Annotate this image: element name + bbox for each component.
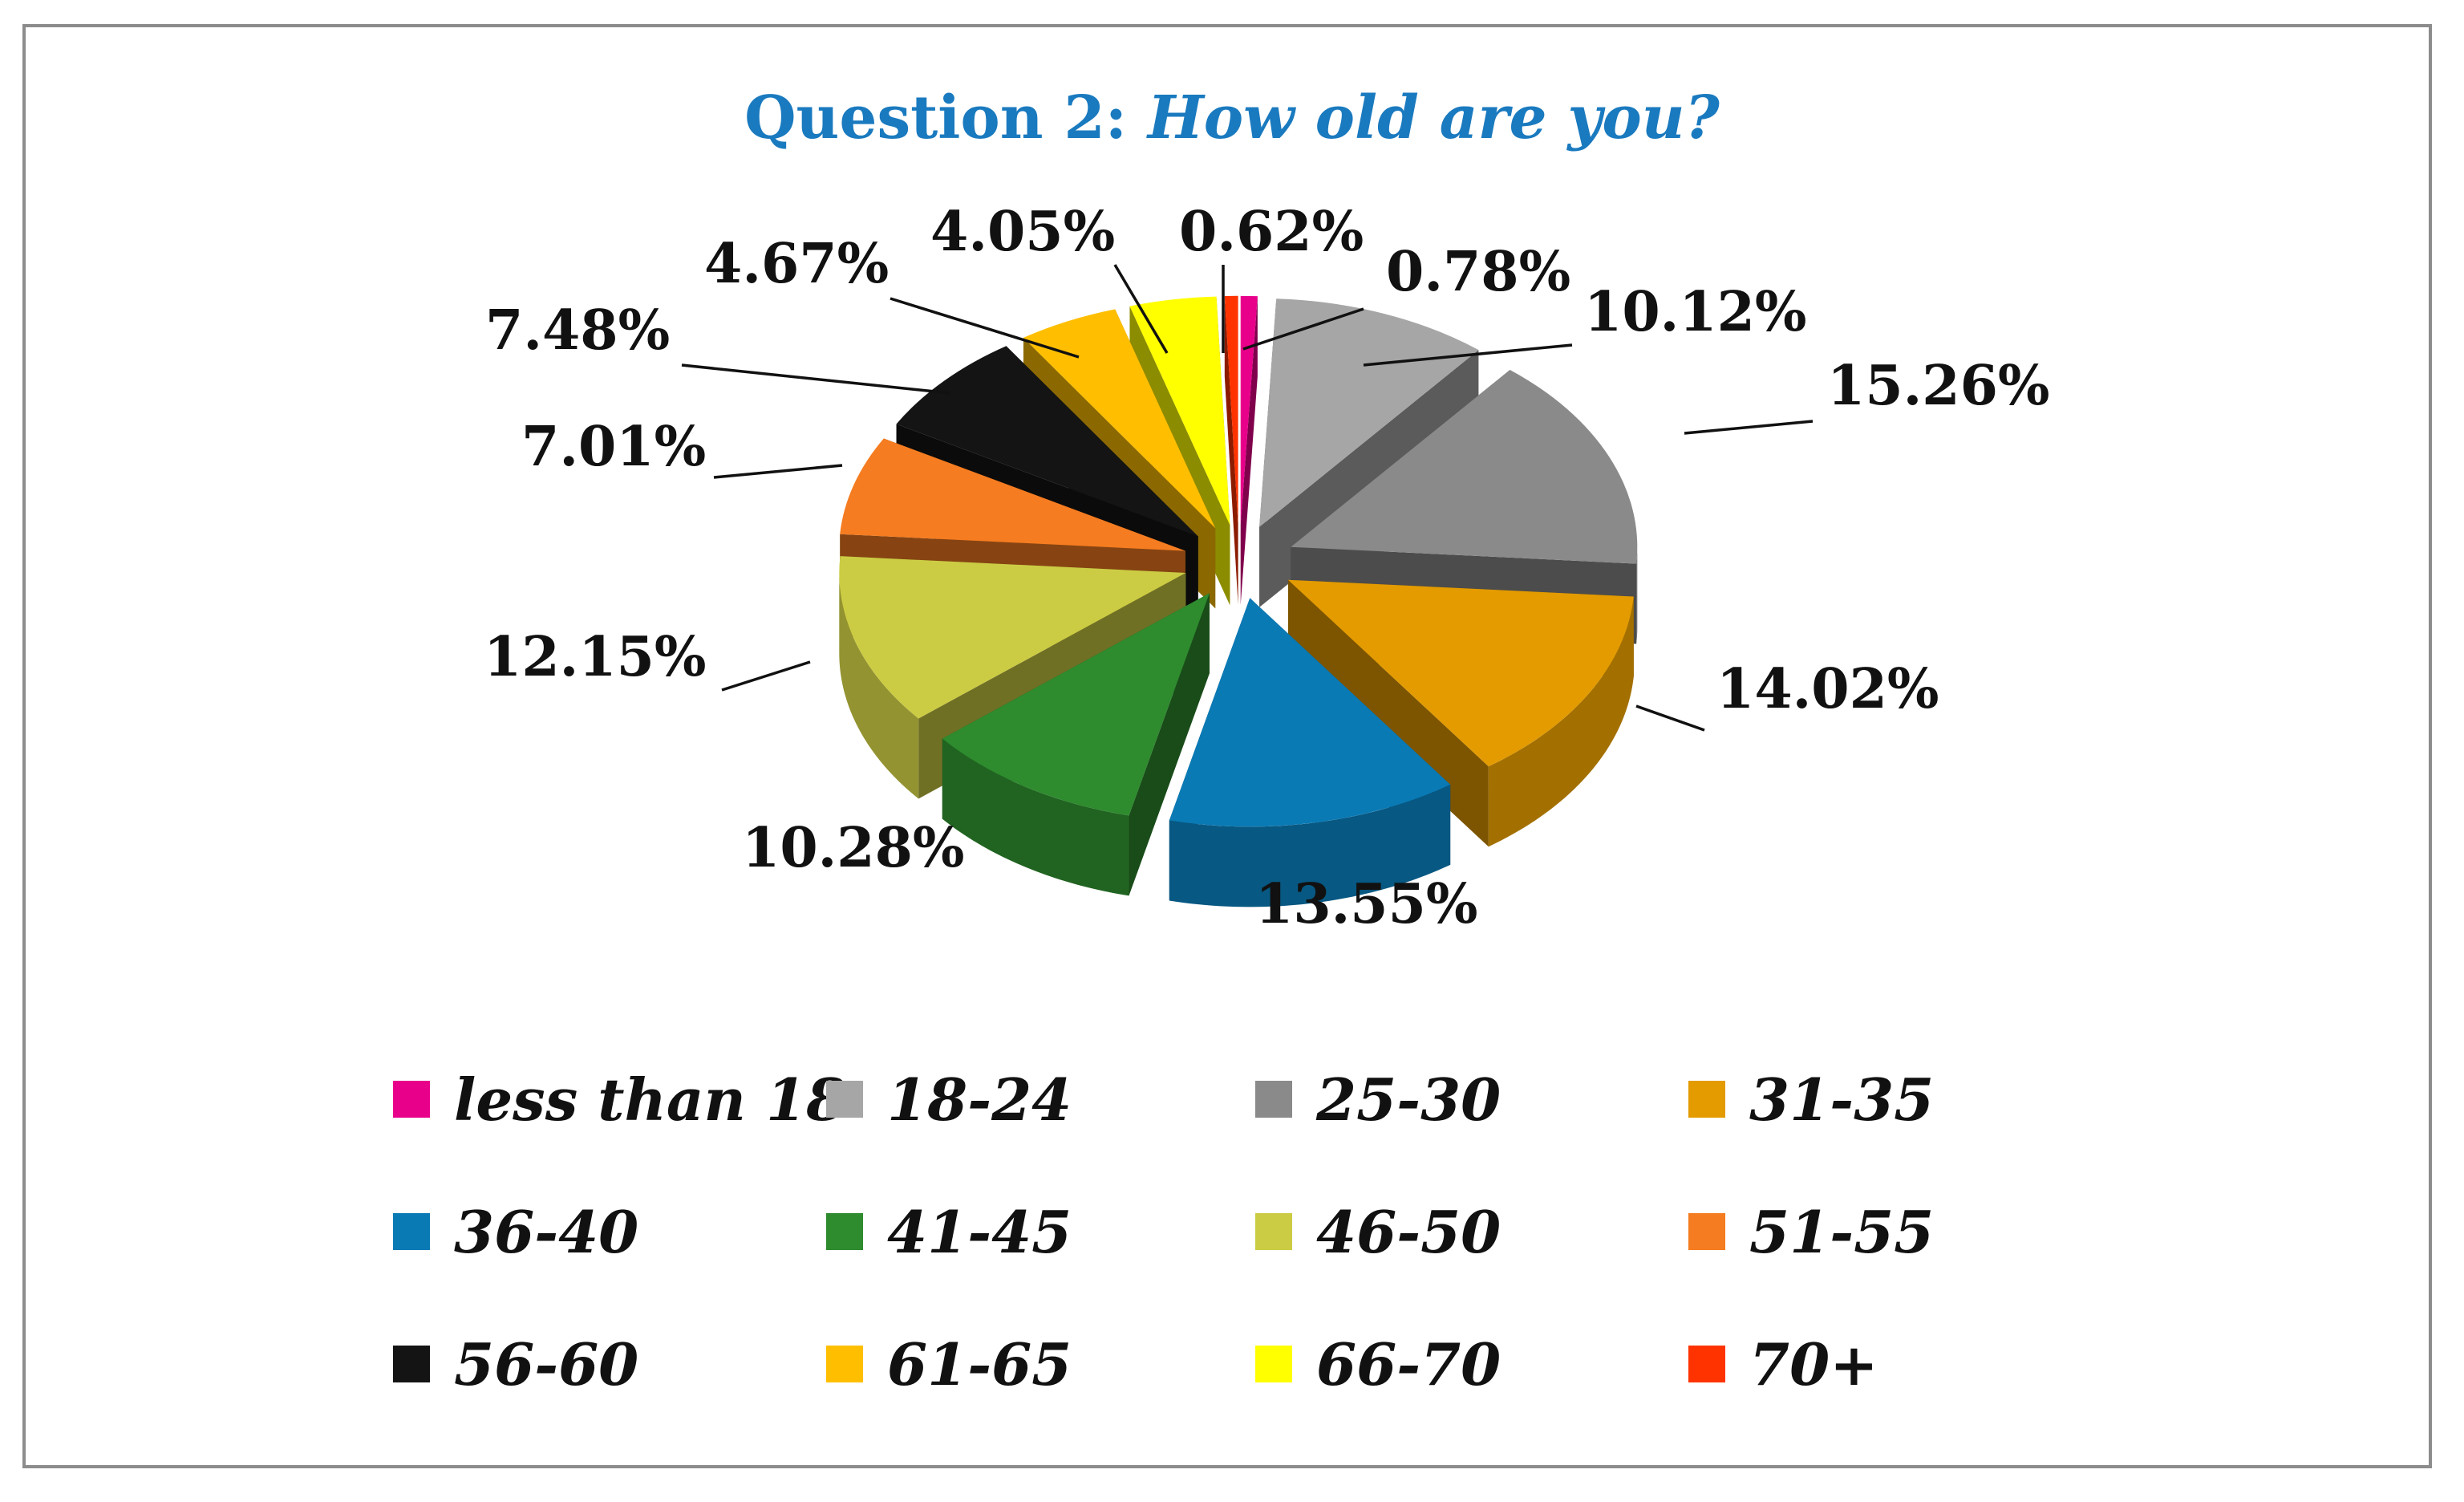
legend-item-1: 18-24 xyxy=(826,1063,1072,1135)
pie-slice-11 xyxy=(1224,295,1238,605)
data-label-8: 7.48% xyxy=(485,298,670,363)
data-label-1: 10.12% xyxy=(1584,280,1807,344)
leader-line-8 xyxy=(681,363,951,395)
legend-label: 36-40 xyxy=(454,1197,639,1266)
legend-swatch xyxy=(393,1213,430,1250)
pie-slice-top xyxy=(896,346,1198,537)
data-label-11: 0.62% xyxy=(1179,200,1364,264)
data-label-9: 4.67% xyxy=(704,232,889,296)
leader-line-10 xyxy=(1113,264,1169,354)
leader-line-6 xyxy=(721,660,811,692)
legend-label: 25-30 xyxy=(1316,1065,1502,1134)
legend-label: less than 18 xyxy=(454,1065,847,1134)
legend-item-10: 66-70 xyxy=(1255,1328,1501,1400)
legend-swatch xyxy=(1688,1081,1725,1118)
pie-slice-5 xyxy=(942,593,1210,896)
pie-slice-top xyxy=(840,438,1185,551)
legend-item-3: 31-35 xyxy=(1688,1063,1934,1135)
legend-item-5: 41-45 xyxy=(826,1196,1072,1268)
leader-line-0 xyxy=(1242,307,1364,351)
data-label-7: 7.01% xyxy=(521,415,706,479)
legend-label: 51-55 xyxy=(1749,1197,1935,1266)
legend-swatch xyxy=(1688,1346,1725,1382)
data-label-5: 10.28% xyxy=(742,816,965,880)
legend-item-6: 46-50 xyxy=(1255,1196,1501,1268)
legend-label: 66-70 xyxy=(1316,1329,1502,1398)
pie-slice-top xyxy=(1287,579,1634,767)
pie-slice-side xyxy=(942,738,1129,896)
data-label-3: 14.02% xyxy=(1716,657,1939,721)
data-label-6: 12.15% xyxy=(484,625,707,689)
pie-slice-side xyxy=(839,573,919,799)
leader-line-3 xyxy=(1635,704,1705,732)
pie-slice-side xyxy=(1488,596,1634,847)
chart-title: Question 2: How old are you? xyxy=(0,83,2464,152)
pie-slice-top xyxy=(1169,598,1451,827)
legend-item-2: 25-30 xyxy=(1255,1063,1501,1135)
pie-slice-4 xyxy=(1169,598,1451,907)
pie-slice-top xyxy=(1240,295,1258,525)
pie-slice-top xyxy=(1129,296,1230,526)
legend-item-4: 36-40 xyxy=(393,1196,638,1268)
pie-slice-wall xyxy=(1224,296,1238,605)
pie-slice-wall xyxy=(1240,296,1258,605)
data-label-4: 13.55% xyxy=(1255,872,1478,936)
legend-label: 18-24 xyxy=(887,1065,1072,1134)
data-label-10: 4.05% xyxy=(930,200,1115,264)
leader-line-2 xyxy=(1684,420,1814,435)
legend-label: 31-35 xyxy=(1749,1065,1935,1134)
pie-slice-top xyxy=(1224,295,1238,525)
legend-item-11: 70+ xyxy=(1688,1328,1878,1400)
legend-item-8: 56-60 xyxy=(393,1328,638,1400)
pie-slice-0 xyxy=(1240,295,1258,605)
pie-slice-top xyxy=(1259,298,1479,527)
legend-swatch xyxy=(1255,1081,1292,1118)
legend-item-9: 61-65 xyxy=(826,1328,1072,1400)
legend-label: 46-50 xyxy=(1316,1197,1502,1266)
legend-swatch xyxy=(393,1346,430,1382)
pie-chart: 0.78%10.12% 15.26% 14.02% 13.55% 10.28% 12.15… xyxy=(484,200,2050,936)
legend-item-7: 51-55 xyxy=(1688,1196,1934,1268)
legend-swatch xyxy=(826,1081,863,1118)
chart-title-prefix: Question 2: xyxy=(744,83,1128,152)
legend-label: 41-45 xyxy=(887,1197,1072,1266)
data-label-2: 15.26% xyxy=(1827,354,2050,418)
pie-slice-top xyxy=(1291,370,1638,564)
pie-slice-top xyxy=(1023,309,1216,529)
legend-swatch xyxy=(1255,1346,1292,1382)
legend-label: 61-65 xyxy=(887,1329,1072,1398)
pie-slice-top xyxy=(942,593,1210,816)
legend-label: 70+ xyxy=(1749,1329,1878,1398)
legend-swatch xyxy=(393,1081,430,1118)
legend-label: 56-60 xyxy=(454,1329,639,1398)
legend-swatch xyxy=(1255,1213,1292,1250)
pie-slice-side xyxy=(1169,784,1451,907)
legend-swatch xyxy=(826,1213,863,1250)
chart-legend: less than 18 18-24 25-30 31-35 36-40 41-45 46-… xyxy=(0,1059,2464,1428)
legend-swatch xyxy=(826,1346,863,1382)
pie-slice-top xyxy=(839,556,1186,719)
legend-item-0: less than 18 xyxy=(393,1063,846,1135)
pie-slice-side xyxy=(1636,546,1638,644)
leader-line-1 xyxy=(1363,343,1573,367)
data-label-0: 0.78% xyxy=(1386,240,1570,304)
chart-title-question: How old are you? xyxy=(1147,83,1720,152)
legend-swatch xyxy=(1688,1213,1725,1250)
leader-line-9 xyxy=(890,297,1080,359)
leader-line-7 xyxy=(713,464,843,479)
